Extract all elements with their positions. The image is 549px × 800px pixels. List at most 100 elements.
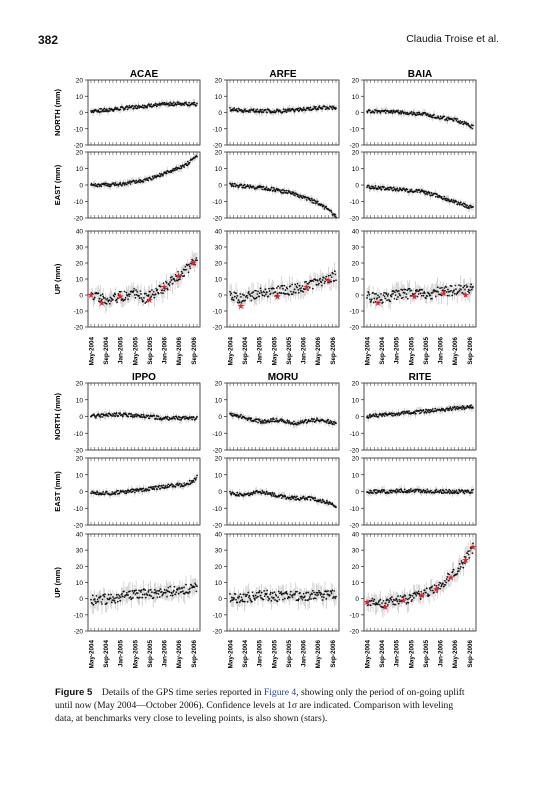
- data-point: [113, 597, 116, 600]
- y-tick-label: -10: [74, 199, 84, 206]
- data-point: [109, 296, 112, 299]
- x-tick-label: Sep-2005: [423, 337, 430, 365]
- x-tick-label: Sep-2005: [147, 640, 154, 668]
- data-point: [97, 600, 100, 603]
- data-point: [388, 188, 391, 191]
- y-tick-label: 10: [215, 397, 223, 404]
- data-point: [149, 290, 151, 293]
- data-point: [110, 593, 113, 596]
- data-point: [173, 585, 176, 588]
- data-point: [238, 595, 241, 598]
- data-point: [92, 603, 95, 606]
- y-tick-label: 30: [352, 245, 360, 252]
- y-tick-label: -20: [74, 448, 84, 455]
- data-point: [249, 294, 252, 297]
- data-point: [246, 593, 248, 596]
- gps-time-series-figure: ACAE20100-10-2020100-10-20403020100-10-2…: [53, 69, 477, 668]
- data-point: [470, 288, 473, 291]
- x-tick-label: May-2005: [132, 337, 139, 366]
- data-point: [232, 185, 235, 188]
- panel-frame: [226, 533, 340, 632]
- data-point: [153, 488, 156, 491]
- y-tick-label: 10: [76, 277, 84, 284]
- data-point: [142, 487, 145, 490]
- x-tick-label: May-2006: [176, 337, 183, 366]
- data-point: [269, 491, 272, 494]
- data-point: [151, 289, 153, 291]
- data-point: [144, 416, 147, 419]
- data-point: [389, 300, 392, 303]
- data-point: [275, 594, 278, 597]
- x-tick-label: May-2005: [271, 337, 278, 366]
- panel-baia-north: 20 10 0 -10 -20: [350, 78, 477, 150]
- data-point: [248, 594, 251, 597]
- data-point: [443, 115, 446, 118]
- x-tick-label: Jan-2005: [394, 337, 401, 364]
- data-point: [431, 116, 434, 119]
- data-point: [286, 593, 289, 595]
- data-point: [232, 299, 235, 302]
- data-point: [279, 287, 281, 289]
- data-point: [396, 187, 399, 190]
- data-point: [306, 498, 309, 501]
- leveling-star: ★: [160, 282, 168, 292]
- data-point: [119, 108, 122, 111]
- data-point: [270, 599, 273, 602]
- data-point: [185, 162, 187, 165]
- data-point: [180, 274, 183, 276]
- data-point: [119, 599, 122, 602]
- data-point: [277, 590, 280, 593]
- data-point: [97, 292, 100, 295]
- leveling-star: ★: [410, 292, 418, 302]
- y-tick-label: -10: [350, 199, 360, 206]
- data-point: [188, 265, 191, 268]
- data-point: [101, 603, 103, 605]
- data-point: [335, 107, 337, 110]
- data-point: [262, 598, 265, 601]
- data-point: [147, 591, 150, 593]
- x-tick-label: May-2004: [228, 337, 235, 366]
- data-point: [135, 104, 137, 107]
- data-point: [152, 293, 155, 296]
- data-point: [266, 111, 269, 114]
- data-point: [316, 200, 319, 203]
- data-point: [109, 185, 112, 188]
- data-point: [290, 498, 292, 501]
- y-tick-label: 0: [218, 110, 222, 117]
- data-point: [370, 298, 373, 301]
- data-point: [290, 290, 292, 293]
- y-tick-label: 0: [218, 293, 222, 300]
- y-tick-label: 10: [215, 580, 223, 587]
- panel-ippo-north: 20 10 0 -10 -20: [74, 381, 201, 455]
- data-point: [280, 591, 283, 593]
- data-point: [321, 107, 324, 110]
- y-tick-label: 0: [218, 596, 222, 603]
- data-point: [171, 102, 174, 105]
- data-point: [155, 592, 158, 595]
- y-tick-label: 20: [76, 564, 84, 571]
- x-tick-label: Jan-2006: [162, 337, 169, 364]
- data-point: [176, 279, 179, 282]
- data-point: [140, 591, 142, 593]
- page-number: 382: [38, 33, 58, 47]
- data-point: [297, 107, 300, 110]
- panel-arfe-north: 20 10 0 -10 -20: [213, 78, 340, 150]
- data-point: [190, 262, 192, 265]
- data-point: [126, 294, 129, 297]
- data-point: [458, 289, 461, 292]
- data-point: [248, 186, 251, 189]
- data-point: [434, 195, 437, 198]
- data-point: [144, 589, 147, 592]
- data-point: [158, 596, 161, 598]
- data-point: [188, 479, 191, 482]
- y-tick-label: 20: [76, 261, 84, 268]
- data-point: [257, 290, 259, 293]
- data-point: [129, 293, 131, 296]
- data-point: [277, 110, 280, 113]
- data-point: [135, 289, 137, 292]
- data-point: [450, 285, 453, 288]
- panel-arfe-up: 40 30 20 10 0 -10 -20 ★ ★ ★ ★: [213, 229, 340, 332]
- y-tick-label: -20: [213, 448, 223, 455]
- station-name: ARFE: [269, 69, 297, 80]
- data-point: [459, 201, 462, 204]
